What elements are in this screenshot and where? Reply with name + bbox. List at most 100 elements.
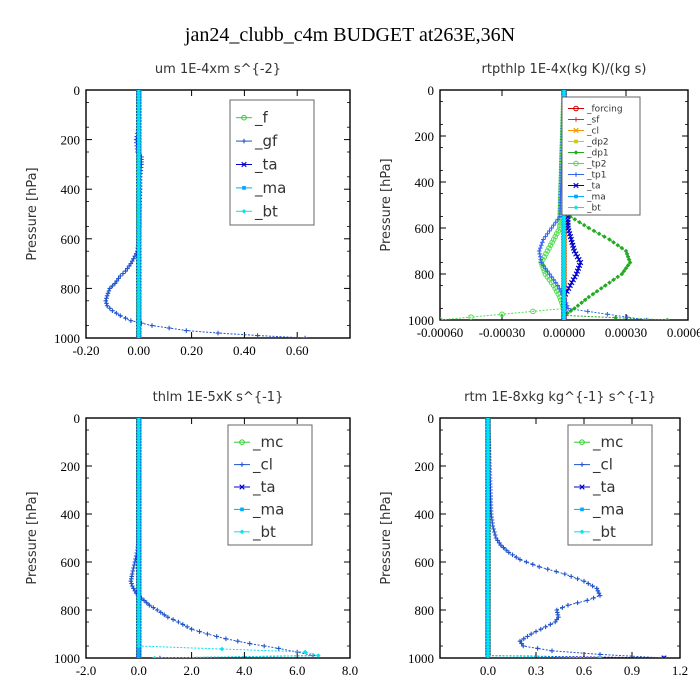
data-point [501,545,506,550]
data-point [565,306,571,311]
data-point [560,605,565,610]
data-point [485,633,491,638]
data-point [106,288,112,294]
data-point [136,521,142,527]
data-point [103,298,109,304]
data-point [485,558,491,564]
data-point [136,492,142,498]
data-point [136,432,142,438]
data-point [136,213,142,218]
data-point [125,266,130,271]
data-point [490,523,496,529]
data-point [136,626,142,632]
data-point [561,248,567,254]
data-point [136,99,142,104]
data-point [136,90,142,96]
data-point [619,245,625,251]
data-point [158,610,164,615]
data-point [136,438,142,444]
data-point [136,143,142,148]
data-point [535,646,540,651]
legend-label: _sf [586,116,600,126]
data-point [517,638,523,644]
legend: _f _gf _ta _ma _bt [229,99,315,226]
data-point [485,532,491,538]
data-point [136,643,142,649]
data-point [136,549,142,555]
data-point [557,214,563,219]
data-point [205,631,210,637]
data-point [485,607,491,613]
legend-marker [574,139,578,144]
legend-marker [573,182,579,189]
data-point [623,248,629,254]
data-point [567,282,573,289]
data-point [602,234,607,239]
data-point [665,317,670,320]
data-point [247,641,252,646]
data-point [136,541,142,546]
data-point [540,240,545,245]
data-point [136,603,142,609]
data-point [485,521,491,527]
data-point [485,515,491,521]
data-point [136,315,142,320]
data-point [619,271,625,277]
data-point [128,318,134,323]
data-point [302,649,308,655]
data-point [561,256,567,262]
data-point [543,251,549,257]
data-point [561,242,567,248]
data-point [547,228,552,234]
data-point [485,570,491,575]
y-tick-label: 1000 [408,651,434,666]
data-point [136,116,142,122]
data-point [485,464,491,469]
data-point [136,609,142,615]
data-point [485,421,491,427]
data-point [136,230,142,236]
data-point [189,626,194,632]
data-point [543,234,548,239]
data-point [624,251,630,257]
data-point [561,314,567,320]
data-point [485,630,491,635]
data-point [506,550,512,555]
data-point [627,260,633,265]
data-point [575,265,582,271]
data-point [136,148,142,154]
data-point [136,324,142,329]
data-point [510,552,515,558]
data-point [129,258,135,264]
data-point [104,300,109,306]
data-point [136,140,142,145]
y-tick-label: 600 [415,555,435,570]
data-point [561,292,567,298]
data-point [136,558,142,564]
data-point [110,308,115,314]
data-point [485,418,491,424]
legend-label: _mc [252,433,283,452]
data-point [621,268,627,274]
data-point [136,455,142,461]
data-point [136,224,142,230]
data-point [136,623,142,629]
data-point [485,449,491,455]
data-point [104,293,110,299]
data-point [547,271,552,277]
data-point [136,294,142,300]
data-point [136,207,142,212]
data-point [485,509,491,515]
data-point [136,119,142,125]
data-point [493,535,499,541]
data-point [136,527,142,532]
data-point [136,635,142,640]
data-point [485,644,491,650]
data-point [136,102,142,107]
data-point [485,467,491,472]
data-point [561,317,567,320]
data-point [553,280,559,285]
data-point [561,295,567,301]
data-point [492,532,498,538]
data-point [136,309,142,315]
